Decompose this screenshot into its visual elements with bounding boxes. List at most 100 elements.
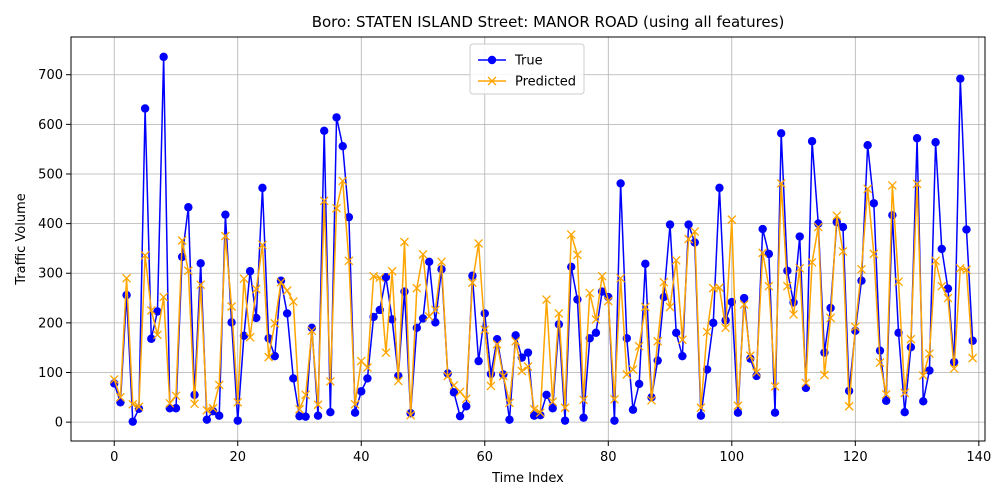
true-point bbox=[523, 348, 533, 357]
predicted-point bbox=[548, 397, 558, 407]
true-point bbox=[184, 203, 193, 212]
predicted-point bbox=[517, 366, 527, 376]
predicted-point bbox=[245, 332, 255, 342]
true-point bbox=[560, 416, 570, 425]
predicted-point bbox=[776, 178, 786, 188]
y-tick-label: 100 bbox=[38, 366, 63, 381]
true-point bbox=[579, 413, 588, 422]
true-point bbox=[122, 290, 131, 300]
predicted-point bbox=[190, 399, 199, 409]
predicted-point bbox=[288, 297, 298, 306]
predicted-point bbox=[931, 256, 941, 266]
predicted-point bbox=[313, 400, 323, 410]
predicted-point bbox=[770, 381, 780, 391]
predicted-line bbox=[113, 180, 974, 416]
predicted-point bbox=[745, 351, 755, 361]
true-point bbox=[128, 417, 137, 426]
predicted-point bbox=[782, 281, 792, 291]
predicted-point bbox=[115, 392, 125, 402]
true-point bbox=[628, 405, 638, 414]
predicted-point bbox=[319, 196, 329, 206]
predicted-point bbox=[461, 394, 471, 404]
true-point bbox=[418, 314, 428, 323]
predicted-point bbox=[609, 394, 619, 404]
predicted-point bbox=[492, 339, 502, 349]
true-point bbox=[665, 220, 675, 229]
true-point bbox=[412, 323, 422, 333]
true-point bbox=[289, 374, 298, 383]
predicted-point bbox=[325, 376, 335, 386]
predicted-point bbox=[523, 362, 533, 372]
predicted-point bbox=[906, 334, 916, 344]
true-point bbox=[357, 387, 366, 396]
predicted-point bbox=[165, 398, 175, 408]
x-axis-label: Time Index bbox=[491, 471, 564, 486]
predicted-point bbox=[572, 250, 582, 260]
true-point bbox=[783, 266, 792, 275]
predicted-point bbox=[159, 292, 169, 302]
legend-marker-true bbox=[487, 55, 497, 65]
true-point bbox=[542, 390, 551, 400]
predicted-point bbox=[653, 336, 663, 346]
true-point bbox=[252, 313, 261, 323]
predicted-point bbox=[233, 397, 243, 407]
legend: True Predicted bbox=[469, 43, 585, 95]
true-point bbox=[282, 309, 292, 318]
true-point bbox=[739, 293, 749, 303]
true-point bbox=[505, 415, 514, 424]
predicted-point bbox=[869, 249, 879, 259]
predicted-point bbox=[227, 302, 237, 311]
predicted-point bbox=[239, 274, 249, 284]
predicted-point bbox=[443, 371, 453, 381]
true-point bbox=[869, 199, 879, 208]
predicted-point bbox=[690, 227, 700, 237]
predicted-point bbox=[857, 264, 866, 274]
true-point bbox=[641, 259, 650, 269]
predicted-point bbox=[220, 231, 230, 241]
predicted-point bbox=[850, 322, 860, 332]
true-point bbox=[196, 259, 205, 268]
predicted-point bbox=[665, 302, 675, 312]
predicted-point bbox=[344, 256, 354, 266]
legend-marker-predicted bbox=[487, 76, 497, 86]
predicted-point bbox=[196, 280, 206, 290]
predicted-point bbox=[801, 378, 811, 388]
true-point bbox=[326, 408, 335, 417]
true-point bbox=[307, 323, 317, 333]
predicted-point bbox=[962, 265, 971, 275]
true-point bbox=[548, 404, 557, 413]
true-point bbox=[245, 267, 255, 276]
predicted-point bbox=[752, 368, 761, 377]
predicted-point bbox=[412, 283, 422, 293]
true-point bbox=[764, 249, 774, 259]
predicted-point bbox=[684, 234, 694, 244]
predicted-point bbox=[603, 296, 613, 306]
predicted-point bbox=[122, 273, 132, 283]
true-point bbox=[270, 351, 279, 361]
true-point bbox=[264, 334, 273, 343]
true-point bbox=[900, 408, 909, 417]
predicted-point bbox=[968, 353, 978, 363]
predicted-point bbox=[622, 370, 632, 379]
y-tick-label: 400 bbox=[38, 217, 63, 232]
predicted-point bbox=[270, 318, 280, 328]
predicted-point bbox=[789, 309, 799, 319]
x-tick-label: 60 bbox=[476, 450, 493, 465]
true-point bbox=[931, 138, 940, 147]
predicted-point bbox=[171, 391, 181, 401]
predicted-point bbox=[696, 403, 706, 413]
true-point bbox=[733, 408, 743, 417]
true-point bbox=[962, 225, 971, 234]
predicted-point bbox=[486, 381, 496, 391]
predicted-point bbox=[887, 180, 897, 190]
predicted-point bbox=[282, 286, 292, 296]
true-point bbox=[140, 104, 150, 113]
predicted-point bbox=[560, 403, 570, 413]
true-point bbox=[912, 134, 922, 143]
predicted-point bbox=[634, 341, 644, 351]
predicted-point bbox=[832, 211, 842, 221]
y-tick-label: 0 bbox=[55, 416, 63, 431]
x-tick-label: 120 bbox=[843, 450, 868, 465]
predicted-point bbox=[764, 281, 774, 291]
y-tick-label: 500 bbox=[38, 167, 63, 182]
